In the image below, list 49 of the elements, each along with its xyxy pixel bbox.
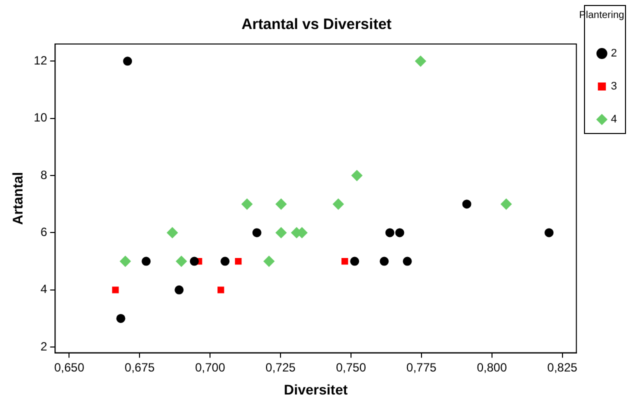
y-tick-label: 4 xyxy=(40,282,48,296)
point xyxy=(332,198,344,210)
legend-label: 2 xyxy=(610,48,618,60)
point xyxy=(276,198,287,210)
point xyxy=(500,198,512,210)
x-tick-label: 0,750 xyxy=(336,360,366,374)
point xyxy=(242,198,253,210)
x-tick-label: 0,825 xyxy=(547,360,578,374)
point xyxy=(350,256,360,266)
legend-label: 4 xyxy=(610,114,618,126)
y-tick-label: 6 xyxy=(40,225,48,240)
point xyxy=(402,256,412,266)
point xyxy=(116,314,126,323)
point xyxy=(112,286,119,294)
chart-title: Artantal vs Diversitet xyxy=(241,16,392,34)
point xyxy=(276,227,287,238)
point xyxy=(351,170,362,182)
y-axis-title: Artantal xyxy=(9,172,26,225)
point xyxy=(217,286,224,294)
point xyxy=(252,228,262,238)
point xyxy=(263,256,274,267)
point xyxy=(176,256,187,267)
point xyxy=(380,256,389,266)
point xyxy=(395,228,404,238)
point xyxy=(174,285,184,294)
x-axis-title: Diversitet xyxy=(284,381,348,398)
point xyxy=(120,256,131,267)
y-tick-label: 2 xyxy=(40,339,48,354)
point xyxy=(166,227,178,238)
point xyxy=(142,256,151,266)
point xyxy=(123,56,132,66)
y-tick-label: 8 xyxy=(40,168,48,182)
point xyxy=(341,258,348,265)
x-tick-label: 0,800 xyxy=(476,360,508,374)
point xyxy=(234,258,242,265)
point xyxy=(190,256,199,266)
point xyxy=(415,56,426,67)
point xyxy=(544,228,554,238)
x-tick-label: 0,650 xyxy=(54,360,85,374)
point xyxy=(220,256,230,266)
x-tick-label: 0,775 xyxy=(406,360,437,374)
x-tick-label: 0,725 xyxy=(266,360,296,374)
legend-label: 3 xyxy=(610,80,618,93)
point xyxy=(385,228,394,238)
point xyxy=(462,200,472,209)
y-tick-label: 10 xyxy=(34,110,48,125)
y-tick-label: 12 xyxy=(34,53,48,68)
x-tick-label: 0,700 xyxy=(195,360,226,374)
x-tick-label: 0,675 xyxy=(124,360,156,374)
